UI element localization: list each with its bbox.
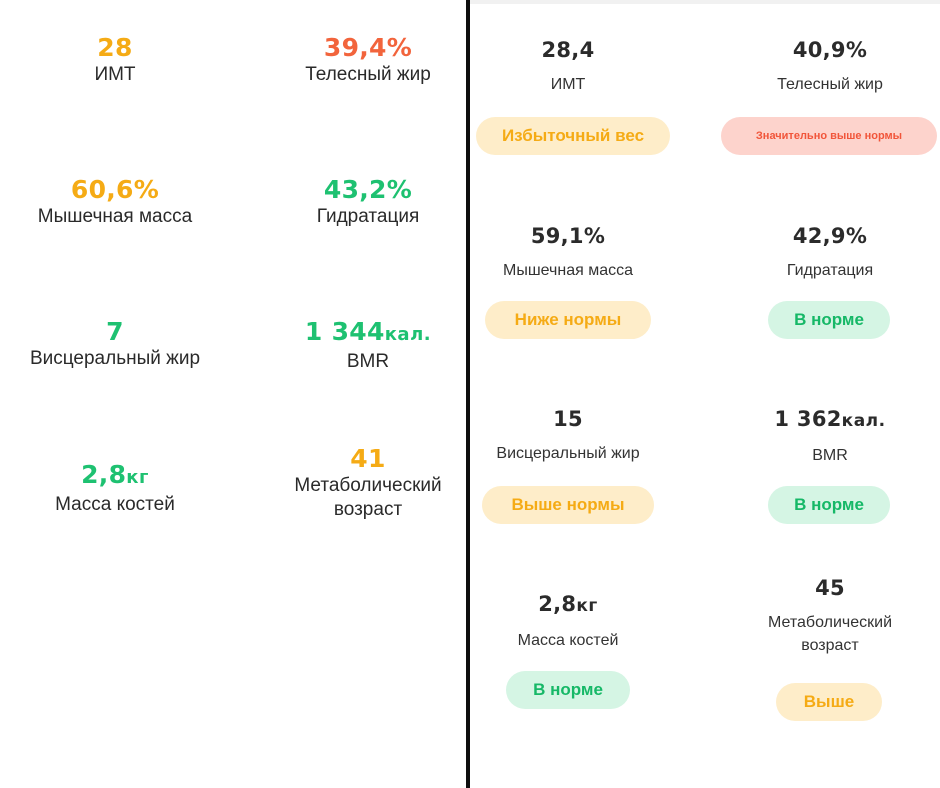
right-bmi-value: 28,4 <box>541 38 595 62</box>
right-bmr-metric: 1 362кал. BMR <box>740 406 920 467</box>
left-body-fat-value: 39,4% <box>323 33 413 62</box>
right-visceral-label: Висцеральный жир <box>496 445 640 462</box>
right-body-fat-badge: Значительно выше нормы <box>721 117 937 155</box>
left-hydration-label: Гидратация <box>316 206 420 227</box>
left-bmr-metric: 1 344кал. BMR <box>268 317 468 374</box>
right-hydration-label: Гидратация <box>786 262 874 279</box>
right-visceral-badge: Выше нормы <box>482 486 654 524</box>
left-bmr-unit: кал. <box>384 324 432 345</box>
right-bone-unit: кг <box>576 596 598 616</box>
right-muscle-badge: Ниже нормы <box>485 301 651 339</box>
left-bmi-metric: 28 ИМТ <box>15 33 215 87</box>
right-body-fat-metric: 40,9% Телесный жир <box>740 37 920 96</box>
left-hydration-value: 43,2% <box>323 175 413 204</box>
left-muscle-metric: 60,6% Мышечная масса <box>15 175 215 229</box>
left-muscle-value: 60,6% <box>70 175 160 204</box>
right-hydration-value: 42,9% <box>792 224 868 248</box>
right-body-fat-value: 40,9% <box>792 38 868 62</box>
left-bmr-label: BMR <box>346 351 390 372</box>
left-bone-metric: 2,8кг Масса костей <box>15 460 215 517</box>
right-bmr-badge: В норме <box>768 486 890 524</box>
right-bmr-value-line: 1 362кал. <box>740 406 920 434</box>
right-visceral-metric: 15 Висцеральный жир <box>472 406 664 465</box>
right-muscle-value: 59,1% <box>530 224 606 248</box>
left-bone-unit: кг <box>126 467 149 488</box>
left-bone-value-line: 2,8кг <box>15 460 215 493</box>
right-meta-age-metric: 45 Метаболический возраст <box>740 575 920 657</box>
left-bone-label: Масса костей <box>55 494 175 515</box>
left-visceral-value: 7 <box>106 317 124 346</box>
right-hydration-metric: 42,9% Гидратация <box>740 223 920 282</box>
right-bone-value-line: 2,8кг <box>478 591 658 619</box>
right-bmi-badge: Избыточный вес <box>476 117 670 155</box>
vertical-divider <box>466 0 470 788</box>
right-bmr-label: BMR <box>812 447 848 464</box>
left-meta-age-value: 41 <box>350 444 386 473</box>
right-panel-top-edge <box>470 0 940 4</box>
left-meta-age-label-line2: возраст <box>333 499 403 520</box>
left-bone-value: 2,8 <box>81 460 127 489</box>
right-bmr-value: 1 362 <box>774 407 842 431</box>
right-bone-metric: 2,8кг Масса костей <box>478 591 658 652</box>
left-visceral-label: Висцеральный жир <box>29 348 201 369</box>
right-muscle-label: Мышечная масса <box>502 262 633 279</box>
right-meta-age-label-line1: Метаболический <box>767 614 892 631</box>
right-visceral-value: 15 <box>553 407 583 431</box>
right-muscle-metric: 59,1% Мышечная масса <box>478 223 658 282</box>
right-bmi-label: ИМТ <box>550 76 586 93</box>
right-hydration-badge: В норме <box>768 301 890 339</box>
left-bmr-value-line: 1 344кал. <box>268 317 468 350</box>
right-bone-value: 2,8 <box>538 592 577 616</box>
left-muscle-label: Мышечная масса <box>37 206 193 227</box>
right-body-fat-label: Телесный жир <box>777 76 883 93</box>
left-body-fat-metric: 39,4% Телесный жир <box>268 33 468 87</box>
left-visceral-metric: 7 Висцеральный жир <box>0 317 230 371</box>
right-bmi-metric: 28,4 ИМТ <box>478 37 658 96</box>
right-bone-badge: В норме <box>506 671 630 709</box>
left-bmi-value: 28 <box>97 33 133 62</box>
right-meta-age-label-line2: возраст <box>801 637 859 654</box>
left-body-fat-label: Телесный жир <box>305 64 431 85</box>
right-meta-age-value: 45 <box>815 576 845 600</box>
right-meta-age-badge: Выше <box>776 683 882 721</box>
left-bmi-label: ИМТ <box>94 64 136 85</box>
left-bmr-value: 1 344 <box>304 317 385 346</box>
right-bmr-unit: кал. <box>841 411 886 431</box>
right-bone-label: Масса костей <box>517 632 619 649</box>
left-meta-age-label-line1: Метаболический <box>294 475 442 496</box>
left-meta-age-metric: 41 Метаболический возраст <box>268 444 468 522</box>
left-hydration-metric: 43,2% Гидратация <box>268 175 468 229</box>
